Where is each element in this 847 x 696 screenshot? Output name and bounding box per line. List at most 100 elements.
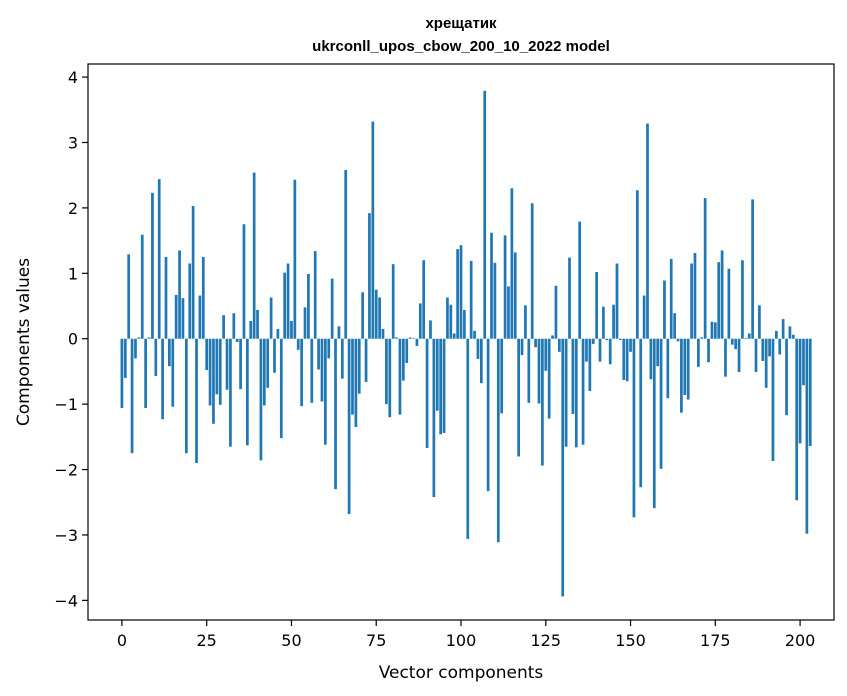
bar <box>208 338 212 406</box>
bar <box>635 190 639 339</box>
x-axis-ticks: 0 25 50 75 100 125 150 175 200 <box>117 620 815 650</box>
bar <box>605 338 609 341</box>
bar <box>324 338 327 445</box>
bar <box>778 338 782 355</box>
bar <box>652 338 656 509</box>
bar <box>422 260 426 339</box>
bar <box>147 337 151 339</box>
bar <box>286 263 290 339</box>
bar <box>673 313 676 339</box>
y-tick-label: 1 <box>68 264 78 283</box>
bar <box>500 338 504 414</box>
bar <box>774 330 778 339</box>
bar <box>327 338 331 359</box>
bar <box>340 338 344 379</box>
bar <box>351 338 354 415</box>
bar <box>544 338 548 371</box>
bar <box>334 338 337 490</box>
bar <box>391 264 395 339</box>
bar <box>279 338 283 439</box>
bar <box>574 338 578 448</box>
bar <box>564 338 568 447</box>
bar <box>371 121 375 339</box>
bar <box>442 338 446 433</box>
x-tick-label: 25 <box>197 631 217 650</box>
x-tick-label: 50 <box>281 631 301 650</box>
bar <box>517 338 521 457</box>
y-axis-label: Components values <box>14 258 34 426</box>
x-tick-label: 150 <box>615 631 646 650</box>
chart-title-line1: хрещатик <box>425 15 497 32</box>
bar <box>676 338 680 342</box>
bar <box>317 338 320 370</box>
bar <box>761 338 765 361</box>
bar <box>293 179 297 339</box>
bar <box>273 338 276 373</box>
bar <box>754 338 758 373</box>
chart-title-line2: ukrconll_upos_cbow_200_10_2022 model <box>312 38 610 55</box>
bar <box>724 338 727 377</box>
bar <box>686 338 690 400</box>
bar <box>395 337 398 339</box>
bar <box>483 90 487 339</box>
bar <box>503 235 507 339</box>
bar <box>798 338 802 444</box>
bar <box>744 338 748 339</box>
bar <box>368 213 371 339</box>
bar <box>140 234 144 339</box>
bar <box>513 252 517 339</box>
bar <box>229 338 232 447</box>
y-axis-ticks: −4 −3 −2 −1 0 1 2 3 4 <box>54 68 88 610</box>
bar <box>585 338 588 362</box>
bar <box>269 297 273 339</box>
bar <box>764 338 768 388</box>
bar <box>795 338 799 501</box>
bar <box>218 338 222 405</box>
bar <box>758 305 761 339</box>
bar <box>276 328 280 339</box>
bar <box>622 338 626 380</box>
bar <box>178 250 181 339</box>
bar <box>595 272 598 339</box>
bar <box>619 338 622 341</box>
bar <box>524 305 527 339</box>
bar <box>290 321 293 339</box>
bar <box>479 338 483 384</box>
bar <box>344 169 348 339</box>
bar <box>354 338 358 428</box>
bar <box>741 260 744 339</box>
bar <box>429 320 432 339</box>
bar <box>432 338 436 498</box>
bar <box>252 172 256 339</box>
bar <box>520 338 524 356</box>
bar <box>557 338 561 352</box>
bar <box>588 338 592 392</box>
bar <box>561 338 565 597</box>
bar <box>300 338 303 407</box>
bar <box>639 338 643 488</box>
bar <box>151 192 154 339</box>
bar <box>361 292 365 339</box>
bar <box>697 338 700 367</box>
bar <box>693 253 697 339</box>
bar <box>459 245 463 339</box>
bar <box>527 338 531 403</box>
bar <box>571 338 575 414</box>
bar <box>181 298 185 339</box>
bar <box>134 338 137 359</box>
bar <box>425 338 429 448</box>
bar <box>303 307 307 339</box>
bar <box>266 338 270 388</box>
bar <box>669 258 673 339</box>
bar <box>191 205 195 339</box>
bar <box>405 338 409 363</box>
bar <box>225 338 229 390</box>
bar <box>330 278 334 339</box>
bar <box>188 263 192 339</box>
bar <box>412 338 415 339</box>
bar <box>541 338 544 466</box>
bar <box>435 338 439 411</box>
bar <box>120 338 124 409</box>
bar <box>313 251 317 339</box>
bar <box>388 338 392 418</box>
